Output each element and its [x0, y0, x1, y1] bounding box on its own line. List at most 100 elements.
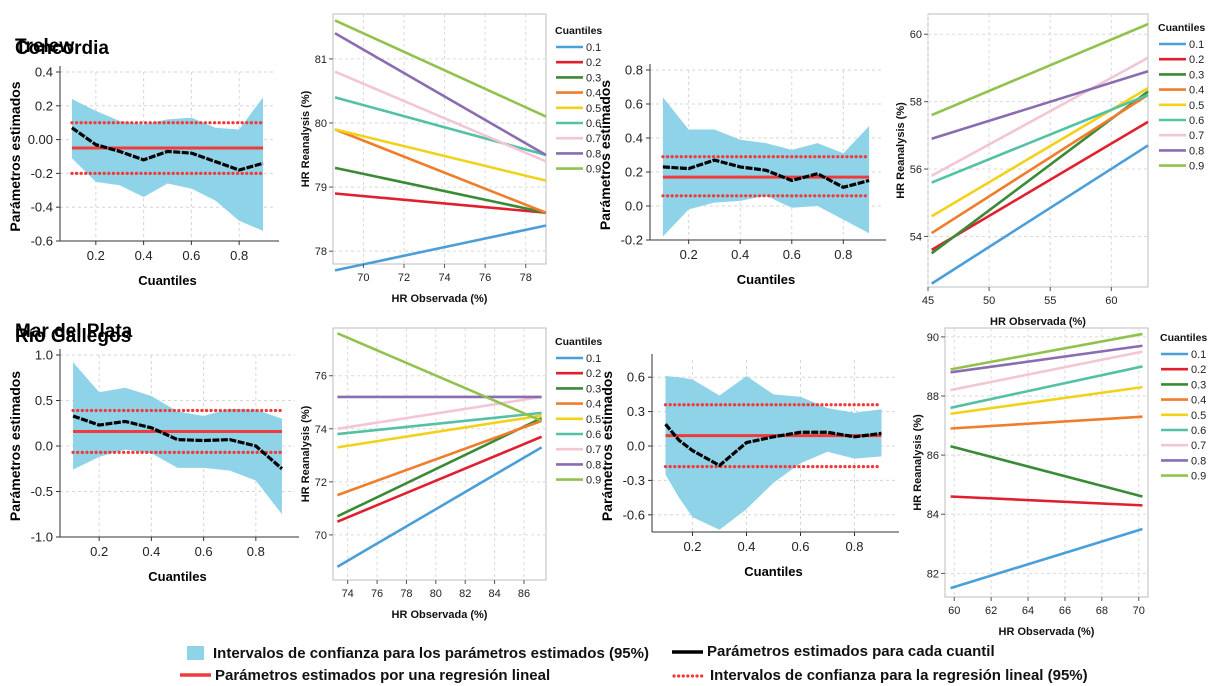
y-tick-label: 79: [315, 182, 327, 194]
series-line-0.1: [336, 446, 543, 568]
x-axis-label: HR Observada (%): [392, 293, 488, 305]
legend-label: 0.4: [1189, 85, 1204, 97]
y-tick-label: 1.0: [35, 348, 53, 363]
y-tick-label: 88: [927, 391, 939, 403]
x-tick-label: 0.2: [90, 544, 108, 559]
quantile-estimate-line: [662, 158, 870, 189]
series-line-0.9: [334, 19, 547, 118]
series-line-0.5: [337, 414, 542, 449]
confidence-band: [71, 97, 264, 231]
x-tick-label: 66: [1059, 605, 1071, 617]
quantile-parameter-chart: 0.2 0.4 0.6 0.8 -1.0 -0.5 0.0 0.5 1.0 Mar del Pla…: [7, 321, 299, 584]
x-tick-label: 74: [342, 588, 354, 600]
x-axis-label: HR Observada (%): [999, 626, 1095, 638]
series-line-0.3: [334, 166, 547, 214]
x-tick-label: 0.4: [731, 247, 749, 262]
chart-title: Trelew: [15, 36, 74, 57]
plot-frame: [332, 327, 547, 581]
legend-label: 0.6: [586, 118, 601, 130]
x-tick-label: 60: [1105, 295, 1117, 307]
legend-label: 0.4: [586, 399, 601, 411]
series-line-0.2: [931, 120, 1149, 252]
y-tick-label: -0.3: [623, 473, 645, 488]
series-line-0.7: [931, 56, 1149, 177]
series-line-0.8: [950, 344, 1143, 374]
series-line-0.7: [950, 350, 1143, 392]
y-tick-label: 54: [910, 231, 922, 243]
y-tick-label: 78: [315, 246, 327, 258]
legend-label: 0.5: [586, 103, 601, 115]
legend-title: Cuantiles: [1158, 22, 1205, 34]
y-tick-label: 86: [927, 450, 939, 462]
x-tick-label: 0.4: [142, 544, 160, 559]
y-tick-label: 58: [910, 97, 922, 109]
legend-ols-label: Parámetros estimados por una regresión l…: [215, 667, 550, 684]
x-tick-label: 0.6: [182, 248, 200, 263]
x-tick-label: 0.2: [683, 539, 701, 554]
legend-title: Cuantiles: [1160, 332, 1207, 344]
y-tick-label: 70: [315, 530, 327, 542]
confidence-band: [665, 376, 882, 530]
series-line-0.3: [950, 444, 1143, 498]
y-tick-label: 84: [927, 509, 939, 521]
quantile-parameter-chart: 0.2 0.4 0.6 0.8 -0.6 -0.4 -0.2 0.00 0.2 0.4 Concor…: [7, 38, 279, 288]
plot-frame: [332, 13, 547, 265]
series-line-0.6: [950, 365, 1143, 410]
legend-ols-ci-label: Intervalos de confianza para la regresió…: [710, 667, 1088, 684]
series-line-0.4: [334, 128, 547, 214]
legend-label: 0.8: [586, 459, 601, 471]
legend-label: 0.5: [586, 414, 601, 426]
x-tick-label: 78: [520, 272, 532, 284]
figure-legend: Intervalos de confianza para los parámet…: [180, 643, 1088, 684]
y-tick-label: 0.2: [625, 165, 643, 180]
y-axis-label: HR Reanalysis (%): [300, 405, 312, 502]
legend-label: 0.2: [1191, 364, 1206, 376]
quantile-regression-chart: 74 76 78 80 82 84 86 70 72 74 76 HR Observada (%) HR…: [300, 327, 602, 621]
x-tick-label: 60: [948, 605, 960, 617]
quantile-regression-chart: 60 62 64 66 68 70 82 84 86 88 90 HR Observada (%) HR…: [912, 327, 1207, 638]
legend-label: 0.7: [586, 444, 601, 456]
legend-label: 0.2: [586, 57, 601, 69]
y-tick-label: 90: [927, 332, 939, 344]
legend-label: 0.3: [1189, 69, 1204, 81]
legend-label: 0.6: [1189, 115, 1204, 127]
y-tick-label: -0.6: [31, 234, 53, 249]
x-axis-label: HR Observada (%): [990, 316, 1086, 328]
y-tick-label: 81: [315, 54, 327, 66]
x-tick-label: 0.8: [230, 248, 248, 263]
y-tick-label: 82: [927, 568, 939, 580]
legend-label: 0.2: [586, 368, 601, 380]
x-tick-label: 76: [479, 272, 491, 284]
y-tick-label: 0.00: [28, 132, 53, 147]
x-tick-label: 0.4: [135, 248, 153, 263]
legend-label: 0.9: [1189, 161, 1204, 173]
legend-label: 0.3: [586, 72, 601, 84]
quantile-regression-chart: 45 50 55 60 54 56 58 60 HR Observada (%) HR Reana…: [895, 13, 1205, 328]
series-line-0.1: [930, 144, 1149, 285]
legend-label: 0.7: [1189, 130, 1204, 142]
legend-title: Cuantiles: [555, 336, 602, 348]
y-tick-label: -1.0: [31, 530, 53, 545]
legend-band-swatch: [187, 646, 204, 660]
quantile-estimate-line: [72, 414, 283, 470]
y-tick-label: 0.4: [625, 131, 643, 146]
y-tick-label: -0.4: [31, 200, 53, 215]
plot-frame: [927, 13, 1149, 288]
legend-label: 0.3: [586, 383, 601, 395]
y-axis-label: HR Reanalysis (%): [300, 90, 312, 187]
y-tick-label: 56: [910, 164, 922, 176]
x-tick-label: 68: [1096, 605, 1108, 617]
series-line-0.5: [334, 128, 547, 182]
series-line-0.6: [337, 411, 542, 436]
chart-title: Concordia: [15, 38, 109, 59]
legend-label: 0.4: [1191, 395, 1206, 407]
x-tick-label: 45: [922, 295, 934, 307]
legend-label: 0.5: [1189, 100, 1204, 112]
x-tick-label: 84: [488, 588, 500, 600]
legend-label: 0.4: [586, 88, 601, 100]
series-line-0.4: [336, 419, 543, 497]
quantile-parameter-chart: 0.2 0.4 0.6 0.8 -0.2 0.0 0.2 0.4 0.6 0.8 Trelew Cua…: [15, 36, 886, 287]
x-tick-label: 76: [371, 588, 383, 600]
series-line-0.2: [336, 435, 543, 523]
x-tick-label: 0.8: [247, 544, 265, 559]
